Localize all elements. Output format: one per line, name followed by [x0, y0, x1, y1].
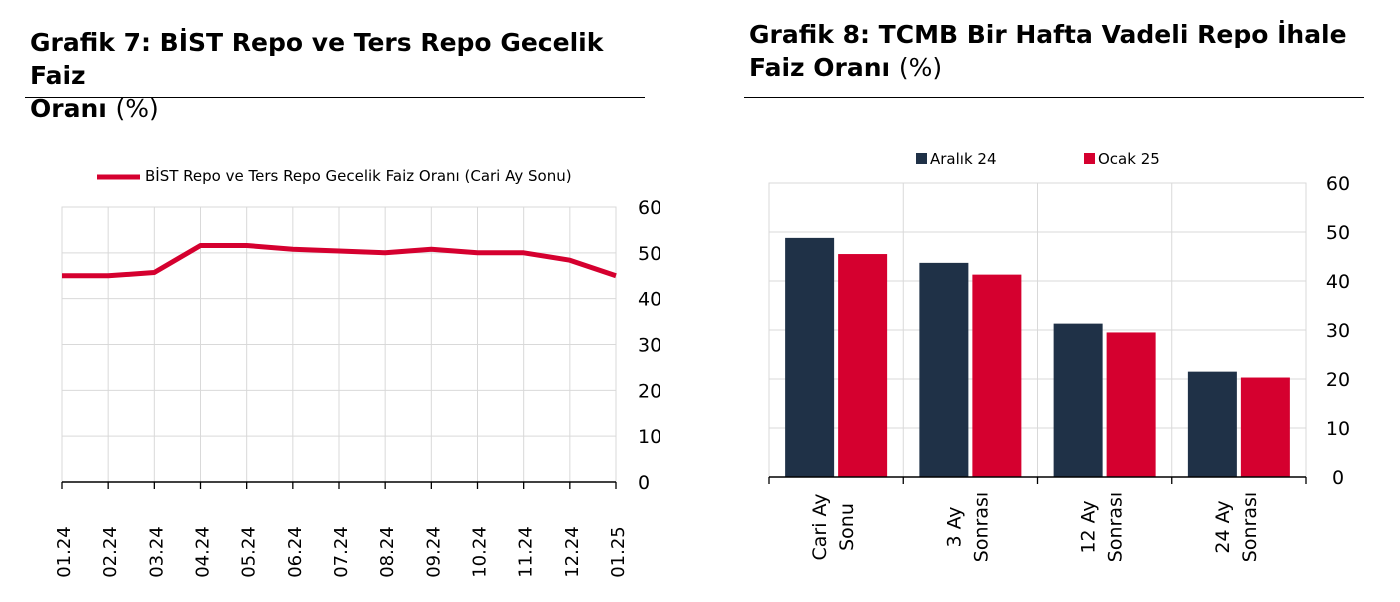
x-tick-label: 04.24 [193, 526, 214, 578]
bar [838, 254, 888, 477]
x-tick-label: 10.24 [470, 526, 491, 578]
x-category-label: Sonrası [1105, 492, 1127, 562]
x-category-label: Sonrası [970, 492, 992, 562]
right-chart-title-line2: Faiz Oranı [749, 53, 891, 82]
legend-label: Aralık 24 [930, 150, 997, 168]
line-chart: 0 10 20 30 40 50 60 01.24 02.24 03.24 04.24 05.24 06… [54, 166, 660, 578]
left-chart-title-line2: Oranı [30, 94, 107, 123]
y-tick-label: 10 [1326, 418, 1350, 440]
bar [972, 274, 1022, 477]
y-tick-label: 20 [1326, 369, 1350, 391]
legend-label: BİST Repo ve Ters Repo Gecelik Faiz Oran… [145, 166, 572, 185]
bar [1187, 371, 1237, 477]
y-tick-label: 50 [1326, 222, 1350, 244]
x-category-label: Sonrası [1239, 492, 1261, 562]
bar [1240, 377, 1290, 477]
legend-swatch [1084, 153, 1095, 164]
y-tick-label: 0 [1332, 467, 1344, 489]
y-tick-label: 20 [638, 380, 660, 402]
x-tick-label: 01.25 [608, 526, 629, 578]
bar [785, 237, 835, 477]
right-chart-title-line1: Grafik 8: TCMB Bir Hafta Vadeli Repo İha… [749, 20, 1347, 49]
series-line [62, 243, 617, 279]
legend-label: Ocak 25 [1098, 150, 1160, 168]
left-chart-title: Grafik 7: BİST Repo ve Ters Repo Gecelik… [30, 26, 660, 125]
x-category-label: Cari Ay [809, 494, 831, 561]
y-tick-label: 60 [1326, 173, 1350, 195]
left-chart-unit: (%) [115, 94, 159, 123]
x-tick-label: 11.24 [516, 526, 537, 578]
x-category-label: 3 Ay [943, 506, 965, 547]
y-tick-label: 40 [1326, 271, 1350, 293]
left-chart-title-line1: Grafik 7: BİST Repo ve Ters Repo Gecelik… [30, 28, 604, 90]
y-tick-label: 10 [638, 426, 660, 448]
x-tick-label: 09.24 [423, 526, 444, 578]
y-tick-label: 30 [1326, 320, 1350, 342]
right-title-rule [744, 97, 1364, 98]
y-tick-label: 60 [638, 197, 660, 219]
x-category-label: Sonu [836, 503, 858, 551]
right-chart-panel: Grafik 8: TCMB Bir Hafta Vadeli Repo İha… [740, 0, 1400, 602]
x-tick-label: 02.24 [100, 526, 121, 578]
x-tick-label: 05.24 [239, 526, 260, 578]
x-tick-label: 07.24 [331, 526, 352, 578]
y-tick-label: 40 [638, 289, 660, 311]
x-tick-label: 08.24 [377, 526, 398, 578]
legend-swatch [916, 153, 927, 164]
y-tick-label: 0 [638, 472, 650, 494]
x-tick-label: 01.24 [54, 526, 75, 578]
bar [1053, 323, 1103, 477]
x-tick-label: 12.24 [562, 526, 583, 578]
left-title-rule [25, 97, 645, 98]
bar [1106, 332, 1156, 477]
right-chart-unit: (%) [898, 53, 943, 82]
right-chart-title: Grafik 8: TCMB Bir Hafta Vadeli Repo İha… [749, 18, 1347, 84]
x-tick-label: 03.24 [146, 526, 167, 578]
y-tick-label: 50 [638, 243, 660, 265]
x-tick-label: 06.24 [285, 526, 306, 578]
y-tick-label: 30 [638, 335, 660, 357]
left-chart-panel: Grafik 7: BİST Repo ve Ters Repo Gecelik… [0, 0, 660, 602]
x-category-label: 12 Ay [1078, 500, 1100, 553]
bar [919, 262, 969, 477]
x-category-label: 24 Ay [1212, 500, 1234, 553]
